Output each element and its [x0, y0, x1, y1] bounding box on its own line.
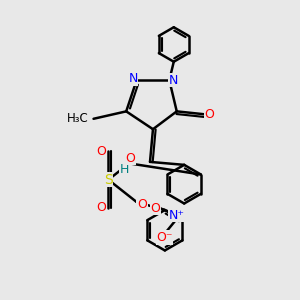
- Text: O: O: [96, 145, 106, 158]
- Text: N: N: [128, 72, 138, 85]
- Text: S: S: [104, 173, 113, 187]
- Text: N⁺: N⁺: [169, 208, 185, 222]
- Text: O: O: [96, 202, 106, 214]
- Text: H: H: [120, 163, 129, 176]
- Text: H₃C: H₃C: [66, 112, 88, 125]
- Text: O: O: [205, 108, 214, 121]
- Text: O⁻: O⁻: [156, 231, 173, 244]
- Text: O: O: [126, 152, 136, 164]
- Text: O: O: [151, 202, 160, 215]
- Text: N: N: [169, 74, 178, 87]
- Text: O: O: [137, 199, 147, 212]
